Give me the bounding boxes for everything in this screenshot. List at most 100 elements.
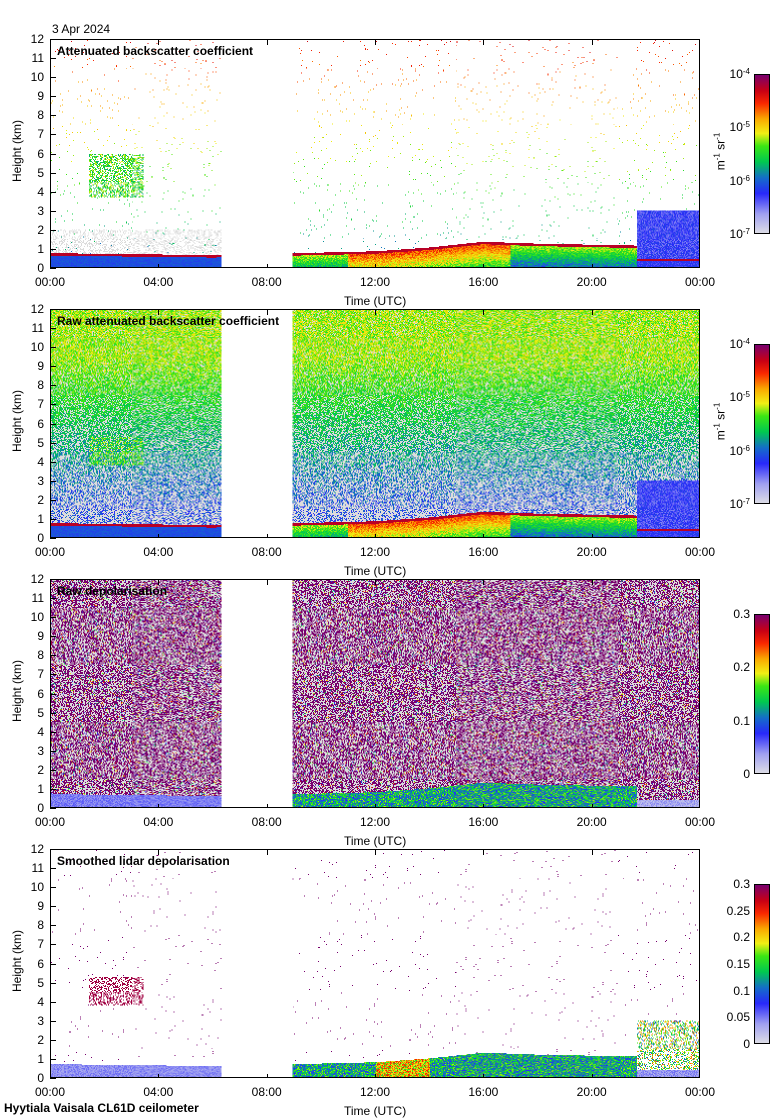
- y-tick-mark: [50, 617, 56, 619]
- y-tick-label: 10: [30, 880, 44, 895]
- y-tick-mark: [50, 1039, 56, 1041]
- y-tick-label: 12: [30, 32, 44, 46]
- x-tick-mark: [375, 40, 376, 45]
- y-tick-label: 10: [30, 610, 44, 625]
- plot-area: Raw attenuated backscatter coefficient: [50, 309, 700, 538]
- y-tick-mark: [50, 769, 56, 771]
- x-tick-label: 16:00: [468, 275, 499, 289]
- y-tick-label: 2: [37, 492, 44, 507]
- colorbar-tick-label: 10-4: [729, 67, 750, 81]
- x-tick-label: 00:00: [34, 545, 66, 559]
- x-tick-label: 08:00: [251, 275, 282, 289]
- x-tick-label: 00:00: [684, 275, 716, 289]
- colorbar-tick-label: 10-6: [729, 173, 750, 188]
- y-tick-label: 9: [37, 899, 44, 914]
- x-tick-mark: [266, 40, 268, 45]
- y-tick-label: 0: [37, 531, 44, 545]
- x-tick-mark: [591, 310, 593, 315]
- y-axis-label: Height (km): [10, 660, 24, 723]
- date-label: 3 Apr 2024: [52, 22, 111, 36]
- y-tick-label: 3: [37, 1013, 44, 1028]
- x-tick-mark: [483, 40, 485, 45]
- y-tick-label: 3: [37, 473, 44, 488]
- y-tick-mark: [50, 906, 56, 908]
- colorbar-tick-label: 10-4: [729, 337, 750, 351]
- colorbar: [754, 614, 770, 774]
- y-tick-label: 1: [37, 781, 44, 796]
- y-tick-mark: [50, 268, 56, 269]
- y-tick-label: 0: [37, 1071, 44, 1085]
- y-tick-mark: [50, 868, 56, 870]
- colorbar-tick-label: 0.2: [733, 660, 750, 675]
- y-tick-label: 8: [37, 648, 44, 663]
- y-axis-label: Height (km): [10, 930, 24, 993]
- x-tick-mark: [158, 264, 160, 267]
- y-tick-label: 12: [30, 302, 44, 316]
- y-tick-label: 0: [37, 261, 44, 275]
- y-tick-mark: [50, 210, 56, 212]
- y-tick-mark: [50, 849, 56, 850]
- x-tick-mark: [591, 264, 593, 267]
- y-tick-label: 12: [30, 572, 44, 586]
- x-tick-mark: [158, 40, 160, 45]
- heatmap-image: [51, 40, 699, 267]
- x-tick-mark: [483, 580, 485, 585]
- y-tick-mark: [50, 887, 56, 889]
- y-tick-label: 7: [37, 397, 44, 412]
- y-tick-mark: [50, 636, 56, 638]
- y-tick-mark: [50, 1058, 56, 1060]
- y-tick-label: 11: [31, 51, 44, 66]
- x-tick-mark: [266, 804, 268, 807]
- x-tick-label: 12:00: [359, 275, 391, 289]
- x-tick-mark: [266, 850, 268, 855]
- y-axis-label: Height (km): [10, 390, 24, 453]
- colorbar-tick-label: 0: [743, 1037, 750, 1051]
- x-tick-mark: [375, 534, 376, 537]
- y-axis-label: Height (km): [10, 120, 24, 183]
- colorbar-tick-label: 0.2: [733, 930, 750, 945]
- y-tick-mark: [50, 366, 56, 368]
- y-tick-label: 5: [37, 165, 44, 180]
- y-tick-mark: [50, 229, 56, 231]
- y-tick-mark: [50, 579, 56, 580]
- y-tick-label: 6: [37, 416, 44, 431]
- y-tick-label: 5: [37, 705, 44, 720]
- x-tick-mark: [266, 264, 268, 267]
- colorbar-tick-label: 10-7: [729, 227, 750, 241]
- x-tick-mark: [158, 310, 160, 315]
- y-tick-mark: [50, 77, 56, 79]
- y-tick-label: 6: [37, 146, 44, 161]
- y-tick-mark: [50, 518, 56, 520]
- x-tick-mark: [591, 850, 593, 855]
- y-tick-mark: [50, 115, 56, 117]
- y-tick-label: 7: [37, 667, 44, 682]
- plot-panel-3: Raw depolarisation 0 1 2 3 4 5 6 7 8 9 10 11 12 00:00 0…: [0, 573, 780, 849]
- y-tick-label: 10: [30, 340, 44, 355]
- x-tick-label: 16:00: [468, 1085, 499, 1099]
- y-tick-mark: [50, 347, 56, 349]
- x-tick-mark: [375, 850, 376, 855]
- x-tick-mark: [483, 534, 485, 537]
- y-tick-label: 4: [37, 724, 44, 739]
- y-tick-label: 3: [37, 743, 44, 758]
- y-tick-label: 4: [37, 184, 44, 199]
- y-tick-label: 4: [37, 454, 44, 469]
- y-tick-mark: [50, 1020, 56, 1022]
- x-tick-label: 20:00: [576, 275, 607, 289]
- y-tick-label: 2: [37, 1032, 44, 1047]
- x-tick-mark: [158, 580, 160, 585]
- y-tick-label: 6: [37, 686, 44, 701]
- x-tick-label: 04:00: [143, 545, 174, 559]
- y-tick-label: 8: [37, 918, 44, 933]
- x-tick-mark: [158, 1074, 160, 1077]
- y-tick-mark: [50, 480, 56, 482]
- y-tick-mark: [50, 944, 56, 946]
- y-tick-mark: [50, 328, 56, 330]
- plot-area: Smoothed lidar depolarisation: [50, 849, 700, 1078]
- y-tick-label: 5: [37, 975, 44, 990]
- y-tick-mark: [50, 423, 56, 425]
- x-tick-mark: [266, 1074, 268, 1077]
- colorbar-tick-label: 0.3: [733, 607, 750, 621]
- colorbar-tick-label: 10-5: [729, 120, 750, 135]
- y-tick-label: 1: [37, 511, 44, 526]
